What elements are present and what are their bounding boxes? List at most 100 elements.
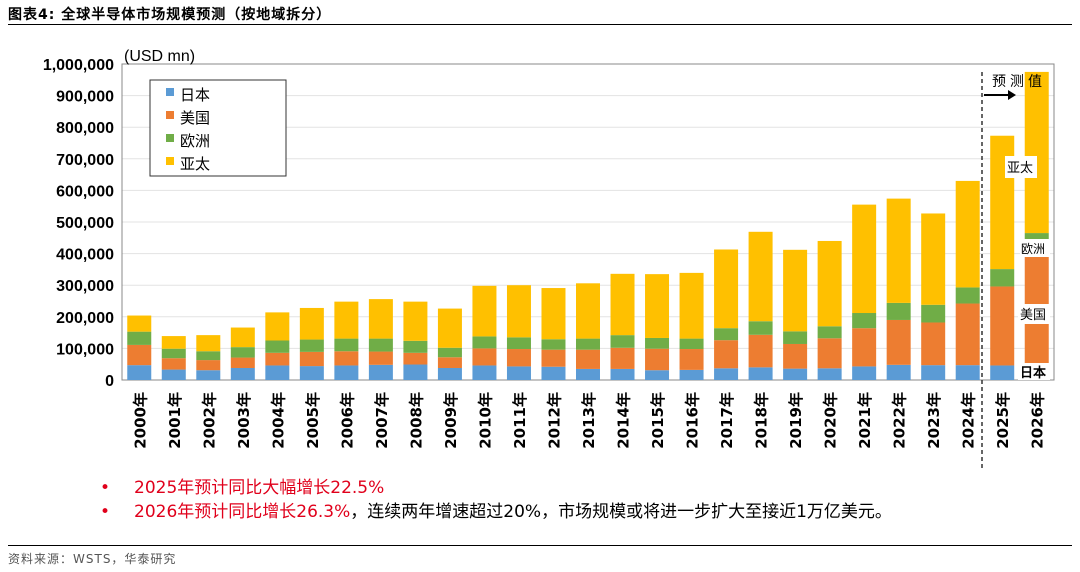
bar-segment-apac (265, 312, 290, 341)
legend-swatch-us (166, 111, 174, 119)
y-tick-label: 100,000 (56, 341, 114, 358)
bar-segment-apac (472, 285, 497, 337)
bar-segment-apac (196, 335, 221, 352)
bar-segment-japan (921, 365, 946, 380)
bar-segment-apac (817, 240, 842, 327)
bar-segment-europe (368, 338, 393, 352)
bar-segment-europe (748, 321, 773, 335)
bar-segment-europe (127, 331, 152, 345)
x-tick-label: 2012年 (545, 392, 563, 449)
bar-segment-japan (679, 369, 704, 380)
bar-segment-apac (230, 327, 255, 348)
bar-segment-us (955, 303, 980, 366)
x-axis-ticks: 2000年 2001年 2002年 2003年 2004年 2005年 2006年 2007年… (131, 392, 1046, 449)
bar-segment-us (714, 340, 739, 369)
bar-segment-europe (645, 337, 670, 349)
x-tick-label: 2021年 (856, 392, 874, 449)
unit-label: (USD mn) (124, 48, 195, 65)
x-tick-label: 2023年 (925, 392, 943, 449)
bar-segment-us (990, 286, 1015, 366)
x-tick-label: 2019年 (787, 392, 805, 449)
x-tick-label: 2007年 (373, 392, 391, 449)
bar-segment-japan (990, 365, 1015, 380)
bars (127, 71, 1049, 380)
bar-segment-europe (506, 337, 531, 350)
bar-segment-apac (748, 231, 773, 322)
y-tick-label: 800,000 (56, 120, 114, 137)
bar-segment-europe (610, 335, 635, 348)
bar-segment-apac (576, 283, 600, 339)
bar-segment-japan (472, 365, 497, 380)
y-tick-label: 700,000 (56, 152, 114, 169)
bar-segment-us (576, 349, 600, 369)
y-tick-label: 900,000 (56, 89, 114, 106)
bar-segment-us (161, 358, 186, 370)
x-tick-label: 2017年 (718, 392, 736, 449)
stacked-bar-chart: 0 100,000 200,000 300,000 400,000 500,000 600,… (43, 48, 1055, 468)
bar-segment-europe (472, 336, 497, 349)
y-tick-label: 500,000 (56, 215, 114, 232)
bar-segment-apac (921, 213, 946, 305)
source-note: 资料来源：WSTS，华泰研究 (8, 552, 177, 566)
bar-segment-europe (921, 304, 946, 323)
legend: 日本 美国 欧洲 亚太 (149, 79, 287, 177)
inline-label-apac: 亚太 (1007, 161, 1033, 176)
inline-label-us: 美国 (1020, 308, 1046, 323)
bar-segment-us (299, 351, 324, 367)
bar-segment-apac (610, 273, 635, 336)
x-tick-label: 2018年 (753, 392, 771, 449)
bar-segment-japan (265, 365, 290, 380)
x-tick-label: 2000年 (131, 392, 149, 449)
bar-segment-us (886, 319, 911, 365)
bar-segment-europe (783, 331, 808, 344)
bar-segment-apac (714, 249, 739, 329)
x-tick-label: 2010年 (476, 392, 494, 449)
x-tick-label: 2015年 (649, 392, 667, 449)
bar-segment-apac (437, 308, 462, 348)
bar-segment-japan (783, 368, 808, 380)
bar-segment-apac (679, 272, 704, 339)
bar-segment-apac (955, 180, 980, 288)
bar-segment-europe (299, 339, 324, 352)
y-tick-label: 0 (105, 373, 114, 390)
bar-segment-us (852, 328, 877, 367)
bar-segment-us (506, 349, 531, 367)
bar-segment-japan (230, 367, 255, 380)
bar-segment-apac (334, 301, 359, 339)
bar-segment-us (368, 351, 393, 365)
bar-segment-apac (506, 285, 531, 338)
inline-label-japan: 日本 (1020, 365, 1046, 381)
y-tick-label: 200,000 (56, 310, 114, 327)
bullet-2: • 2026年预计同比增长26.3% ，连续两年增速超过20%，市场规模或将进一步… (100, 500, 892, 524)
bar-segment-us (437, 357, 462, 368)
bar-segment-japan (714, 368, 739, 380)
bullet-2-black-text: ，连续两年增速超过20%，市场规模或将进一步扩大至接近1万亿美元。 (350, 502, 892, 522)
bullet-1-text: 2025年预计同比大幅增长22.5% (134, 478, 385, 498)
y-tick-label: 1,000,000 (43, 57, 114, 74)
bar-segment-europe (852, 313, 877, 329)
bar-segment-europe (541, 339, 566, 350)
x-tick-label: 2025年 (994, 392, 1012, 449)
bar-segment-us (541, 349, 566, 367)
bar-segment-us (748, 334, 773, 368)
bar-segment-europe (403, 340, 428, 353)
bar-segment-apac (541, 288, 566, 340)
legend-swatch-europe (166, 134, 174, 142)
y-tick-label: 300,000 (56, 278, 114, 295)
bar-segment-apac (852, 204, 877, 314)
bottom-divider (8, 545, 1072, 546)
bar-segment-us (817, 338, 842, 369)
x-tick-label: 2003年 (235, 392, 253, 449)
inline-label-bg-europe (1020, 239, 1050, 257)
bullet-dot: • (100, 478, 111, 498)
x-tick-label: 2013年 (580, 392, 598, 449)
bar-segment-us (230, 357, 255, 368)
bar-segment-us (196, 360, 221, 371)
bar-segment-us (334, 351, 359, 366)
bar-segment-apac (886, 198, 911, 303)
bar-segment-us (645, 348, 670, 371)
legend-swatch-apac (166, 157, 174, 165)
bar-segment-japan (645, 370, 670, 380)
x-tick-label: 2022年 (891, 392, 909, 449)
y-tick-label: 400,000 (56, 247, 114, 264)
